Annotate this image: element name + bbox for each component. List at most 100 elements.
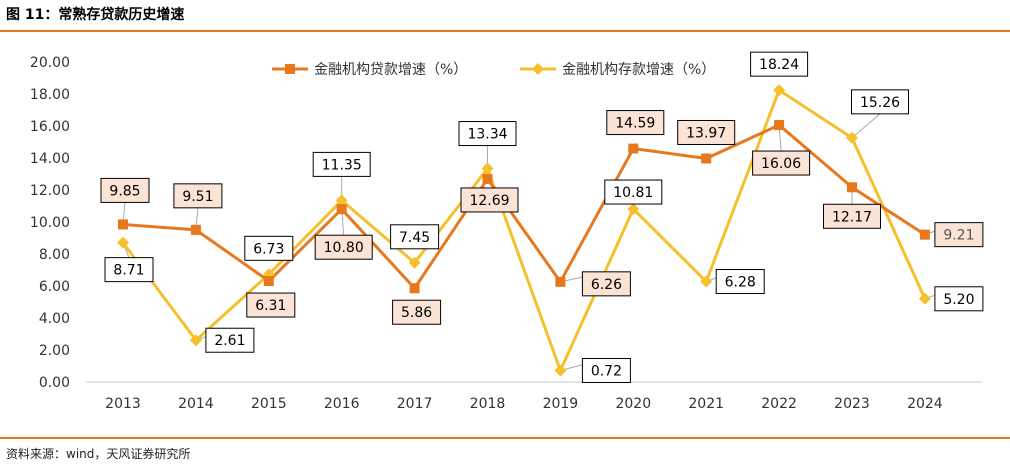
deposit-growth-point bbox=[846, 131, 858, 144]
x-tick-label: 2017 bbox=[397, 396, 433, 412]
deposit-growth-label: 0.72 bbox=[591, 363, 622, 379]
y-tick-label: 0.00 bbox=[39, 375, 70, 391]
x-tick-label: 2015 bbox=[251, 396, 287, 412]
x-tick-label: 2021 bbox=[688, 396, 724, 412]
loan-growth-label: 9.21 bbox=[943, 228, 974, 244]
deposit-growth-label-box bbox=[604, 179, 663, 205]
figure-title: 图 11：常熟存贷款历史增速 bbox=[6, 7, 185, 23]
deposit-growth-label: 11.35 bbox=[322, 157, 362, 173]
x-tick-label: 2022 bbox=[761, 396, 797, 412]
loan-growth-point bbox=[118, 219, 128, 230]
deposit-growth-point bbox=[700, 275, 713, 288]
y-tick-label: 14.00 bbox=[30, 151, 70, 167]
deposit-growth-label-box bbox=[750, 51, 809, 77]
loan-growth-label-box bbox=[677, 119, 736, 145]
loan-growth-label: 6.31 bbox=[255, 298, 286, 314]
deposit-growth-label-box bbox=[851, 89, 909, 115]
y-tick-label: 16.00 bbox=[30, 119, 70, 135]
axes: 0.00 2.00 4.00 6.00 8.00 10.00 12.00 14.00 16.00… bbox=[30, 55, 982, 412]
loan-growth-label-box bbox=[460, 187, 519, 213]
deposit-growth-point bbox=[773, 84, 786, 97]
x-tick-label: 2018 bbox=[470, 396, 506, 412]
loan-growth-point bbox=[263, 276, 274, 287]
deposit-growth-label-box bbox=[715, 269, 765, 295]
top-rule bbox=[0, 30, 1010, 32]
loan-growth-point bbox=[919, 229, 930, 240]
data-labels: 9.85 9.51 6.31 10.80 5.86 12.69 6.26 14.59 13.97… bbox=[100, 51, 984, 383]
y-tick-label: 8.00 bbox=[39, 247, 70, 263]
loan-growth-label: 10.80 bbox=[324, 240, 364, 256]
deposit-growth-point bbox=[117, 236, 129, 249]
source-note: 资料来源：wind，天风证券研究所 bbox=[6, 447, 191, 461]
deposit-growth-label: 13.34 bbox=[467, 127, 507, 143]
label-leader-line bbox=[851, 113, 881, 139]
loan-growth-point bbox=[336, 204, 347, 215]
legend-marker-square bbox=[285, 64, 295, 74]
legend-marker-diamond bbox=[532, 63, 544, 75]
deposit-growth-point bbox=[918, 292, 931, 305]
x-tick-label: 2023 bbox=[834, 396, 870, 412]
deposit-growth-label: 18.24 bbox=[759, 57, 799, 73]
loan-growth-label: 16.06 bbox=[761, 156, 801, 172]
legend-label: 金融机构贷款增速（%） bbox=[314, 62, 467, 78]
deposit-growth-label-box bbox=[244, 235, 294, 261]
loan-growth-label-box bbox=[392, 299, 442, 325]
deposit-growth-label: 5.20 bbox=[943, 292, 974, 308]
deposit-growth-point bbox=[189, 334, 202, 347]
loan-growth-label-box bbox=[581, 271, 631, 297]
y-tick-label: 18.00 bbox=[30, 87, 70, 103]
deposit-growth-point bbox=[554, 364, 567, 377]
loan-growth-label-box bbox=[100, 177, 150, 203]
deposit-growth-label: 15.26 bbox=[860, 95, 900, 111]
loan-growth-label-box bbox=[246, 292, 296, 318]
series-markers bbox=[117, 84, 931, 377]
deposit-growth-label-box bbox=[104, 257, 154, 283]
legend-label: 金融机构存款增速（%） bbox=[562, 62, 715, 78]
loan-growth-point bbox=[847, 182, 857, 193]
loan-growth-point bbox=[555, 276, 566, 287]
legend-item: 金融机构贷款增速（%） bbox=[272, 62, 467, 78]
bottom-rule bbox=[0, 437, 1010, 439]
y-tick-label: 10.00 bbox=[30, 215, 70, 231]
loan-growth-label: 12.17 bbox=[832, 209, 872, 225]
loan-growth-label-box bbox=[823, 203, 881, 229]
x-tick-label: 2013 bbox=[105, 396, 141, 412]
y-tick-label: 4.00 bbox=[39, 311, 70, 327]
legend: 金融机构贷款增速（%） 金融机构存款增速（%） bbox=[272, 62, 715, 78]
x-tick-label: 2016 bbox=[324, 396, 360, 412]
loan-growth-label-box bbox=[314, 234, 373, 260]
loan-growth-label: 12.69 bbox=[469, 193, 509, 209]
loan-growth-label-box bbox=[606, 110, 665, 136]
y-tick-label: 12.00 bbox=[30, 183, 70, 199]
y-tick-label: 20.00 bbox=[30, 55, 70, 71]
deposit-growth-label: 10.81 bbox=[613, 185, 653, 201]
deposit-growth-point bbox=[408, 256, 421, 269]
deposit-growth-label: 6.28 bbox=[725, 275, 756, 291]
deposit-growth-point bbox=[335, 194, 348, 207]
deposit-growth-label-box bbox=[390, 224, 440, 250]
deposit-growth-label: 2.61 bbox=[214, 333, 245, 349]
loan-growth-point bbox=[628, 143, 639, 154]
loan-growth-point bbox=[774, 120, 785, 131]
x-tick-label: 2019 bbox=[543, 396, 579, 412]
deposit-growth-label-box bbox=[934, 286, 984, 312]
deposit-growth-point bbox=[627, 203, 640, 216]
deposit-growth-label-box bbox=[312, 151, 371, 177]
loan-growth-label: 6.26 bbox=[591, 277, 622, 293]
loan-growth-label-box bbox=[934, 222, 984, 248]
x-tick-label: 2020 bbox=[615, 396, 651, 412]
loan-growth-label: 9.85 bbox=[109, 183, 140, 199]
loan-growth-label: 9.51 bbox=[182, 189, 213, 205]
deposit-growth-point bbox=[481, 162, 494, 175]
y-tick-label: 6.00 bbox=[39, 279, 70, 295]
deposit-growth-label-box bbox=[581, 357, 631, 383]
deposit-growth-label-box bbox=[205, 327, 255, 353]
loan-growth-label-box bbox=[752, 150, 811, 176]
x-tick-label: 2024 bbox=[907, 396, 943, 412]
y-tick-label: 2.00 bbox=[39, 343, 70, 359]
loan-growth-label: 14.59 bbox=[615, 116, 655, 132]
series-lines bbox=[121, 88, 927, 372]
loan-growth-label: 13.97 bbox=[686, 125, 726, 141]
loan-growth-point bbox=[701, 153, 712, 164]
